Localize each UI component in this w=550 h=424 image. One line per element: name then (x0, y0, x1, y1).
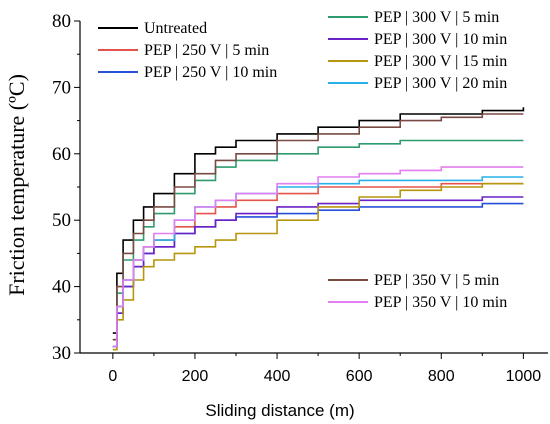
series-layer (112, 107, 525, 351)
x-tick-label: 400 (264, 368, 291, 385)
y-tick-label: 80 (52, 11, 71, 32)
y-tick-label: 30 (52, 343, 71, 364)
y-tick-label: 50 (52, 210, 71, 231)
x-tick-label: 1000 (506, 368, 542, 385)
legend-label: PEP | 350 V | 10 min (374, 294, 507, 311)
legend-label: PEP | 300 V | 10 min (374, 31, 507, 48)
legend-label: PEP | 350 V | 5 min (374, 272, 499, 289)
legend-label: PEP | 300 V | 15 min (374, 53, 507, 70)
legend-label: Untreated (144, 20, 207, 37)
x-tick-label: 0 (108, 368, 117, 385)
x-axis-title: Sliding distance (m) (205, 401, 354, 420)
legend-label: PEP | 250 V | 5 min (144, 42, 269, 59)
series-line (112, 196, 524, 348)
y-tick-label: 70 (52, 77, 71, 98)
series-line (112, 139, 524, 341)
series-line (112, 166, 524, 348)
legend-label: PEP | 300 V | 20 min (374, 75, 507, 92)
y-tick-label: 60 (52, 144, 71, 165)
series-line (112, 182, 524, 351)
series-line (112, 113, 524, 341)
legend-label: PEP | 250 V | 10 min (144, 64, 277, 81)
x-tick-label: 200 (182, 368, 209, 385)
legend-label: PEP | 300 V | 5 min (374, 9, 499, 26)
y-axis-title: Friction temperature (ºC) (4, 74, 29, 296)
x-tick-label: 800 (428, 368, 455, 385)
y-tick-label: 40 (52, 277, 71, 298)
x-tick-label: 600 (346, 368, 373, 385)
legend: Untreated PEP | 250 V | 5 min PEP | 250 V … (98, 9, 507, 311)
